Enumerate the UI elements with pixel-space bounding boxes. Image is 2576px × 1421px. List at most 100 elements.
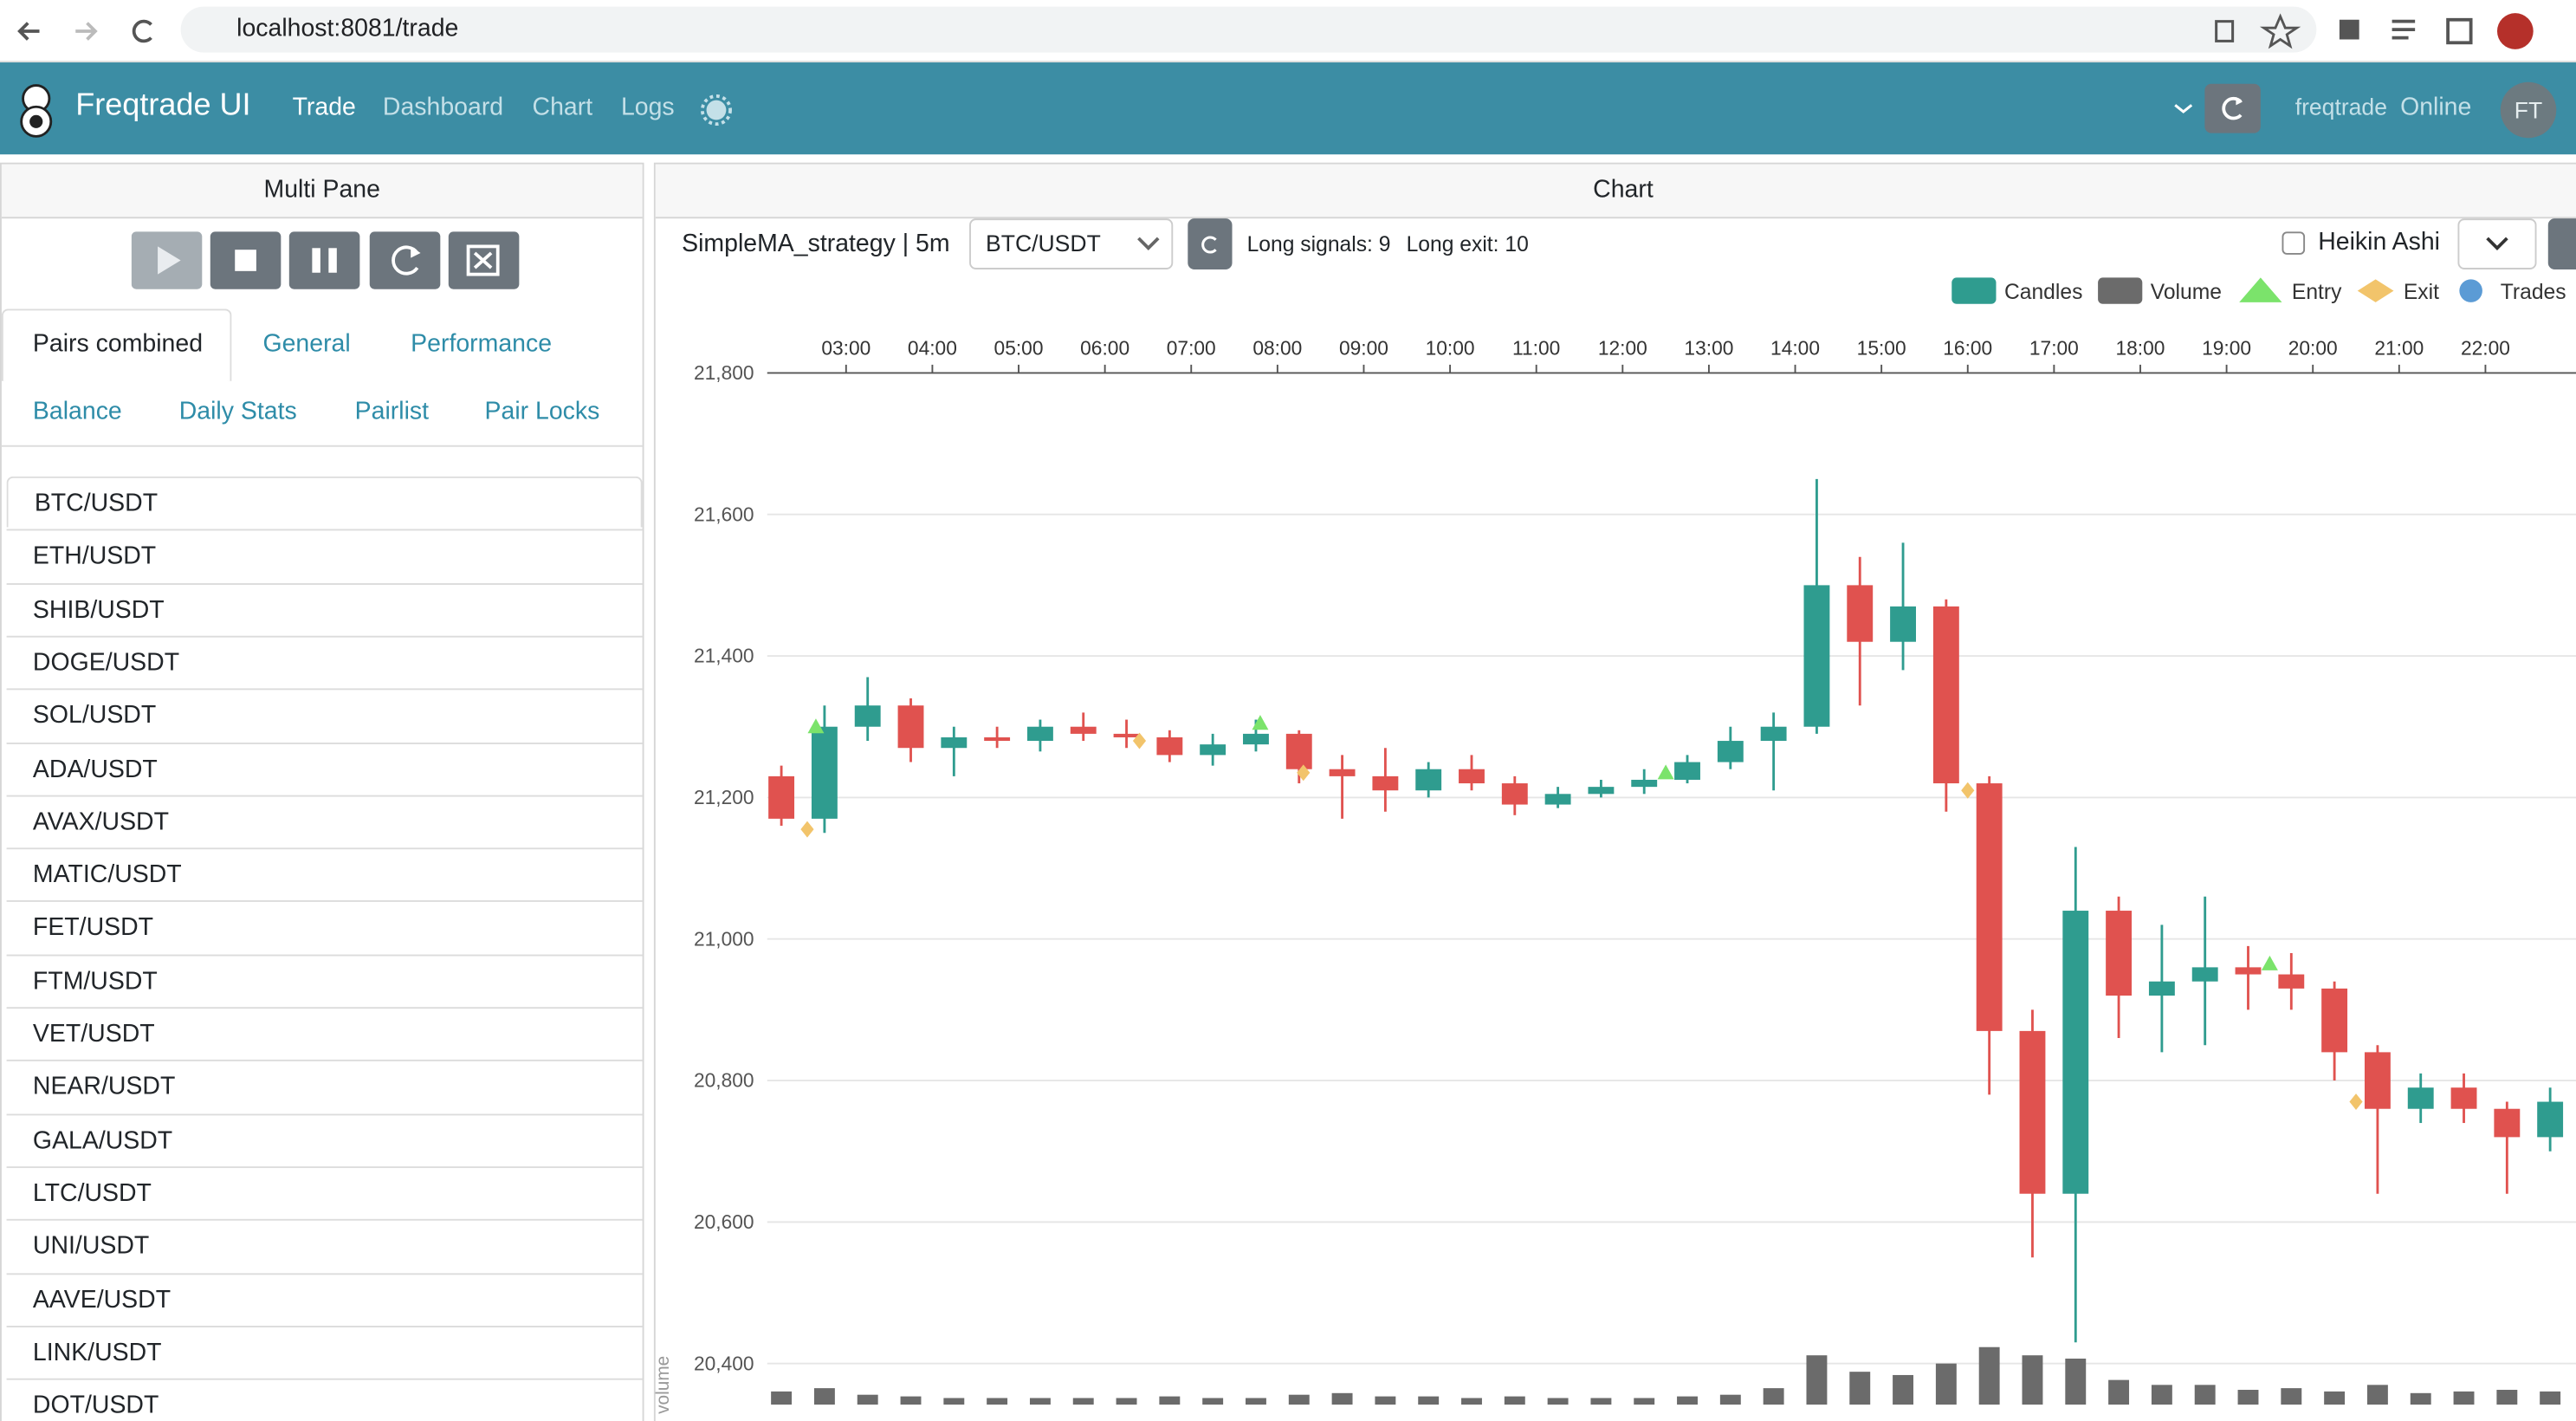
pair-row[interactable]: FTM/USDT (6, 953, 643, 1005)
candle-body (1847, 585, 1874, 642)
x-tick-label: 17:00 (2029, 337, 2079, 360)
pair-row[interactable]: LINK/USDT (6, 1325, 643, 1377)
tab[interactable]: Daily Stats (178, 397, 297, 426)
tabs-divider (1, 444, 643, 447)
nav-link[interactable]: Dashboard (382, 94, 504, 122)
pair-row[interactable]: LTC/USDT (6, 1165, 643, 1217)
pair-row[interactable]: FET/USDT (6, 900, 643, 952)
candle-body (1501, 783, 1528, 805)
x-tick-label: 16:00 (1943, 337, 1992, 360)
pair-row[interactable]: VET/USDT (6, 1007, 643, 1058)
volume-bar (813, 1388, 835, 1405)
pair-row[interactable]: ADA/USDT (6, 742, 643, 793)
refresh-button[interactable] (2204, 83, 2261, 133)
candle-body (1976, 783, 2003, 1031)
y-tick-label: 21,400 (694, 645, 754, 667)
candle-body (2191, 967, 2218, 982)
pair-row[interactable]: DOT/USDT (6, 1378, 643, 1421)
pair-row[interactable]: GALA/USDT (6, 1113, 643, 1165)
refresh-icon (2222, 96, 2243, 120)
url-bar[interactable]: localhost:8081/trade (180, 6, 2317, 53)
pair-row[interactable]: UNI/USDT (6, 1219, 643, 1270)
candle-body (1803, 585, 1830, 727)
tab[interactable]: Pairs combined (32, 330, 204, 359)
tab[interactable]: Pairlist (354, 397, 430, 426)
candle-body (1631, 779, 1658, 788)
pair-row[interactable]: SOL/USDT (6, 688, 643, 740)
legend-item[interactable]: Entry (2239, 277, 2342, 304)
volume-bar (771, 1391, 793, 1405)
pair-select[interactable]: BTC/USDT (969, 218, 1174, 269)
x-tick-label: 08:00 (1252, 337, 1302, 360)
candle-body (1544, 794, 1571, 805)
volume-bar (2151, 1385, 2172, 1405)
legend-item[interactable]: Volume (2098, 277, 2222, 304)
volume-bar (2496, 1390, 2518, 1405)
volume-bar (1763, 1388, 1784, 1405)
pair-row[interactable]: AVAX/USDT (6, 795, 643, 846)
force-exit-button[interactable] (448, 231, 520, 289)
x-tick-label: 06:00 (1080, 337, 1129, 360)
x-tick-label: 15:00 (1857, 337, 1906, 360)
tab[interactable]: Performance (411, 330, 553, 359)
x-tick-label: 11:00 (1512, 337, 1560, 360)
pair-row[interactable]: NEAR/USDT (6, 1060, 643, 1111)
pair-row[interactable]: DOGE/USDT (6, 635, 643, 687)
legend-item[interactable]: Trades (2459, 279, 2566, 304)
heikin-ashi-checkbox[interactable] (2282, 231, 2306, 255)
volume-bar (943, 1398, 965, 1405)
volume-bar (1202, 1398, 1224, 1405)
candle-body (1674, 762, 1700, 780)
nav-link[interactable]: Chart (532, 94, 593, 122)
dropdown-caret[interactable] (2171, 99, 2195, 119)
x-tick-label: 10:00 (1426, 337, 1475, 360)
candle-body (1415, 769, 1442, 791)
brand[interactable]: Freqtrade UI (75, 88, 251, 124)
nav-link[interactable]: Trade (292, 94, 356, 122)
settings-button[interactable] (2547, 218, 2576, 269)
volume-bar (2410, 1392, 2431, 1405)
volume-bar (1288, 1394, 1310, 1405)
exit-marker (2349, 1093, 2363, 1111)
avatar[interactable]: FT (2500, 81, 2557, 139)
candle-body (1760, 726, 1787, 742)
stop-button[interactable] (210, 231, 282, 289)
pair-row[interactable]: ETH/USDT (6, 529, 643, 581)
reload-button[interactable] (369, 231, 441, 289)
reload-chart-button[interactable] (1188, 218, 1233, 269)
select-caret (2486, 237, 2508, 250)
y-tick-label: 20,800 (694, 1069, 754, 1092)
candle-body (1588, 787, 1615, 795)
volume-bar (1504, 1396, 1525, 1405)
volume-bar (2324, 1391, 2346, 1405)
legend-swatch (2459, 279, 2482, 302)
volume-bar (2194, 1385, 2216, 1405)
plot-config-select[interactable] (2457, 218, 2537, 269)
legend-item[interactable]: Candles (1951, 277, 2082, 304)
pair-row[interactable]: AAVE/USDT (6, 1272, 643, 1323)
pair-row[interactable]: SHIB/USDT (6, 582, 643, 633)
user-name: freqtrade (2294, 94, 2387, 120)
tab[interactable]: Balance (32, 397, 122, 426)
pair-row[interactable]: BTC/USDT (6, 476, 643, 528)
volume-bar (1159, 1396, 1181, 1405)
reload-icon (1201, 236, 1217, 254)
volume-bar (1935, 1363, 1957, 1405)
pair-row[interactable]: MATIC/USDT (6, 847, 643, 899)
pause-button[interactable] (288, 231, 360, 289)
candle-body (2106, 911, 2133, 996)
tab[interactable]: General (262, 330, 351, 359)
volume-bar (1418, 1396, 1440, 1405)
start-button[interactable] (131, 231, 203, 289)
long-exits: Long exit: 10 (1406, 231, 1529, 256)
legend-item[interactable]: Exit (2357, 279, 2439, 304)
legend-label: Entry (2292, 281, 2342, 304)
volume-bar (1375, 1396, 1396, 1405)
long-signals: Long signals: 9 (1246, 231, 1391, 256)
tab[interactable]: Pair Locks (484, 397, 600, 426)
nav-link[interactable]: Logs (620, 94, 675, 122)
theme-toggle[interactable] (700, 94, 733, 127)
browser-bar: localhost:8081/trade (0, 0, 2576, 63)
volume-bar (1116, 1398, 1137, 1405)
navbar: Freqtrade UI Trade Dashboard Chart Logs fre… (0, 62, 2576, 155)
